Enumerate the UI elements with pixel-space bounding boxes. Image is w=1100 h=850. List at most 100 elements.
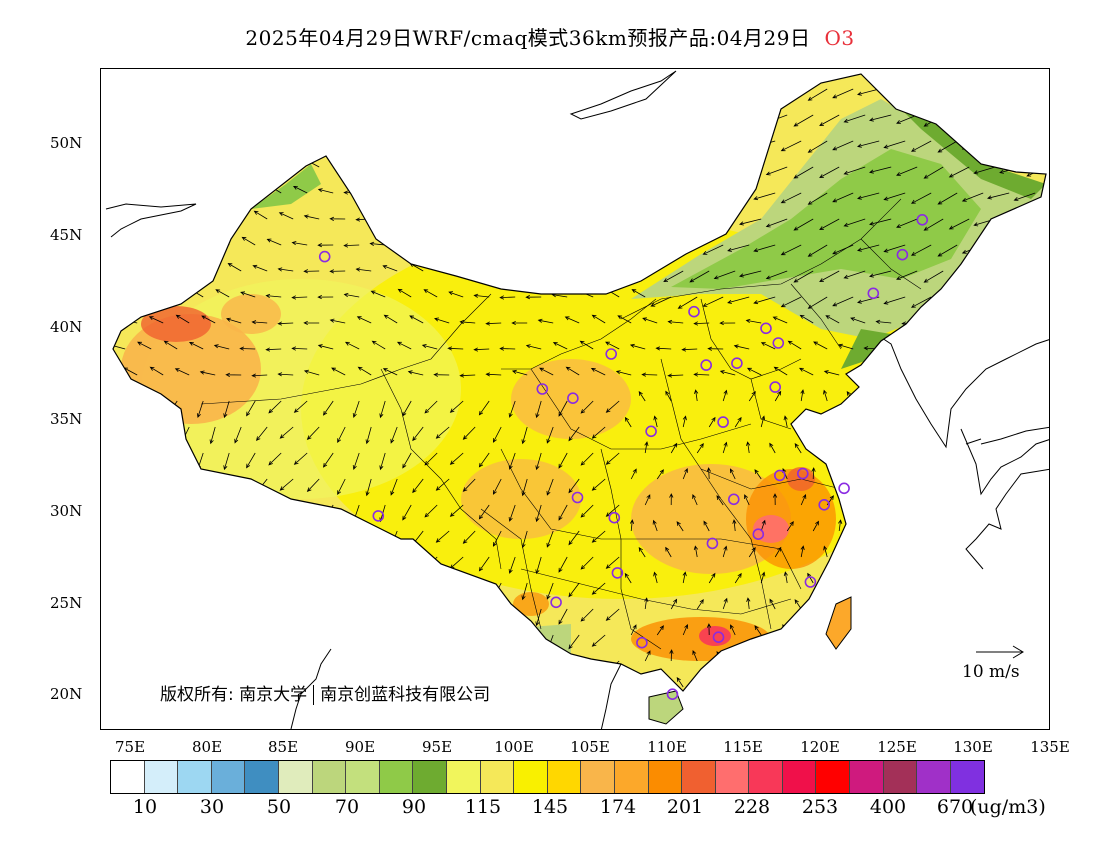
wind-arrow: [291, 295, 308, 300]
wind-arrow: [215, 289, 230, 298]
wind-arrow: [266, 238, 282, 246]
wind-arrow: [1009, 702, 1012, 713]
lon-label-100e: 100E: [494, 738, 534, 756]
wind-arrow: [786, 521, 794, 532]
wind-arrow: [973, 270, 996, 279]
wind-arrow: [521, 634, 528, 653]
wind-arrow: [591, 634, 606, 647]
monitoring-site: [571, 491, 584, 504]
wind-arrow: [225, 113, 242, 118]
wind-arrow: [916, 416, 924, 428]
wind-arrow: [819, 114, 840, 126]
wind-arrow: [682, 571, 687, 584]
wind-arrow: [268, 660, 282, 674]
wind-arrow: [749, 704, 755, 713]
wind-arrow: [760, 675, 766, 688]
wind-arrow: [113, 243, 126, 248]
wind-arrow: [337, 478, 346, 496]
wind-arrow: [223, 660, 230, 679]
wind-arrow: [433, 372, 450, 377]
wind-arrow: [1008, 389, 1013, 402]
wind-arrow: [677, 192, 698, 205]
wind-arrow: [706, 623, 712, 636]
colorbar-label: 70: [334, 796, 360, 818]
wind-arrow: [732, 519, 737, 532]
wind-arrow: [813, 341, 828, 350]
wind-arrow: [462, 634, 476, 648]
wind-arrow: [800, 545, 805, 558]
wind-arrow: [617, 263, 632, 272]
wind-arrow: [727, 192, 750, 200]
wind-arrow: [137, 608, 152, 622]
wind-arrow: [643, 262, 658, 272]
lat-label-25n: 25N: [50, 594, 83, 612]
monitoring-site: [318, 250, 331, 263]
wind-arrow: [676, 521, 684, 532]
wind-arrow: [397, 288, 412, 298]
wind-arrow: [357, 366, 372, 376]
wind-arrow: [162, 290, 178, 298]
lat-label-50n: 50N: [50, 134, 83, 152]
wind-arrow: [663, 114, 684, 127]
wind-reference-arrow: [976, 645, 1024, 659]
wind-arrow: [423, 237, 438, 246]
monitoring-site: [772, 337, 785, 349]
wind-arrow: [213, 188, 230, 194]
wind-arrow: [113, 504, 126, 518]
wind-arrow: [293, 132, 308, 142]
wind-arrow: [137, 452, 152, 466]
wind-arrow: [811, 623, 816, 636]
wind-arrow: [322, 660, 334, 676]
wind-arrow: [537, 269, 554, 274]
wind-arrow: [353, 713, 359, 729]
wind-arrow: [568, 634, 580, 650]
wind-arrow: [395, 85, 412, 90]
monitoring-site: [896, 248, 909, 261]
wind-arrow: [355, 267, 372, 272]
wind-arrow: [551, 190, 568, 195]
monitoring-site: [818, 498, 831, 511]
lat-label-40n: 40N: [50, 318, 83, 336]
wind-arrow: [663, 218, 684, 231]
wind-arrow: [786, 677, 794, 688]
wind-arrow: [995, 340, 1010, 350]
wind-arrow: [852, 494, 859, 506]
wind-arrow: [930, 597, 936, 610]
wind-arrow: [900, 494, 906, 506]
wind-arrow: [719, 370, 736, 376]
wind-arrow: [558, 608, 568, 625]
wind-arrow: [135, 292, 152, 298]
wind-arrow: [901, 389, 907, 402]
wind-arrow: [801, 702, 804, 713]
wind-arrow: [819, 270, 840, 282]
wind-arrow: [256, 582, 268, 598]
wind-arrow: [174, 368, 190, 376]
wind-arrow: [234, 530, 242, 548]
wind-arrow: [345, 80, 360, 90]
wind-arrow: [435, 634, 450, 647]
wind-arrow: [968, 571, 974, 584]
wind-arrow: [904, 443, 912, 454]
wind-arrow: [811, 467, 816, 480]
wind-arrow: [769, 442, 776, 454]
wind-arrow: [869, 270, 892, 278]
wind-arrow: [812, 520, 819, 532]
wind-arrow: [663, 270, 684, 283]
wind-arrow: [407, 113, 424, 118]
wind-arrow: [760, 571, 766, 584]
wind-arrow: [730, 624, 736, 636]
wind-arrow: [860, 519, 866, 532]
lon-label-75e: 75E: [114, 738, 146, 756]
wind-arrow: [937, 296, 958, 309]
wind-arrow: [421, 87, 438, 92]
wind-arrow: [753, 296, 776, 305]
wind-arrow: [402, 504, 412, 521]
wind-arrow: [535, 556, 542, 575]
wind-arrow: [223, 556, 230, 575]
wind-arrow: [365, 582, 372, 601]
wind-arrow: [631, 237, 646, 246]
wind-arrow: [537, 318, 554, 324]
wind-arrow: [279, 530, 294, 543]
wind-arrow: [807, 140, 828, 153]
wind-arrow: [734, 572, 742, 584]
